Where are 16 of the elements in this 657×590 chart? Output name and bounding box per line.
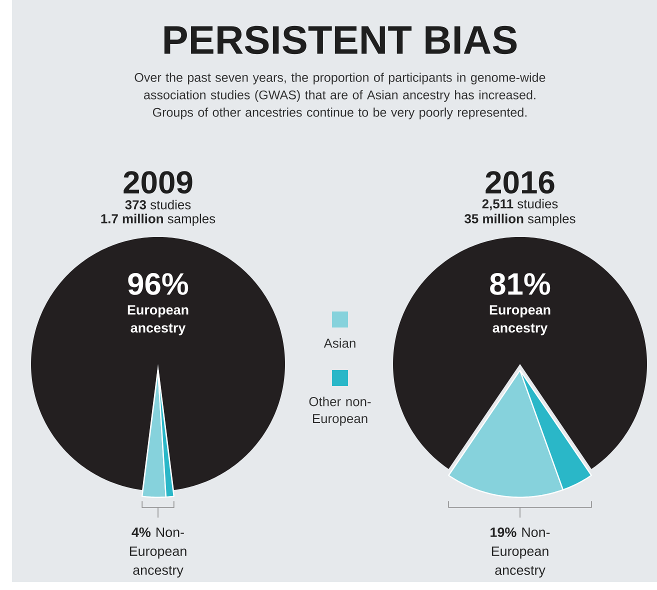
chart-title: 2016 xyxy=(486,171,554,194)
text: Over the past seven years, the proportion of participants in genome-wide association studies (GWAS) that are of Asian ancestry has increased. Groups of other ancestries continue to be very poorly represented. xyxy=(134,72,546,120)
slice-label: European ancestry xyxy=(128,305,188,336)
legend-label: Asian xyxy=(324,338,356,348)
legend-label: Other non-European xyxy=(309,396,371,426)
text: 2,511 studies xyxy=(482,198,558,210)
text: PERSISTENT BIAS xyxy=(164,26,517,54)
text: 1.7 million samples xyxy=(101,214,216,226)
text: 35 million samples xyxy=(464,214,576,226)
text: 373 studies xyxy=(125,200,191,210)
data-label: 96% xyxy=(128,273,188,295)
slice-label: European ancestry xyxy=(490,305,550,336)
data-label: 81% xyxy=(490,273,550,295)
chart-title: 2009 xyxy=(124,171,192,194)
text: 4% Non-European ancestry xyxy=(130,528,186,578)
text: 19% Non-European ancestry xyxy=(490,528,550,578)
